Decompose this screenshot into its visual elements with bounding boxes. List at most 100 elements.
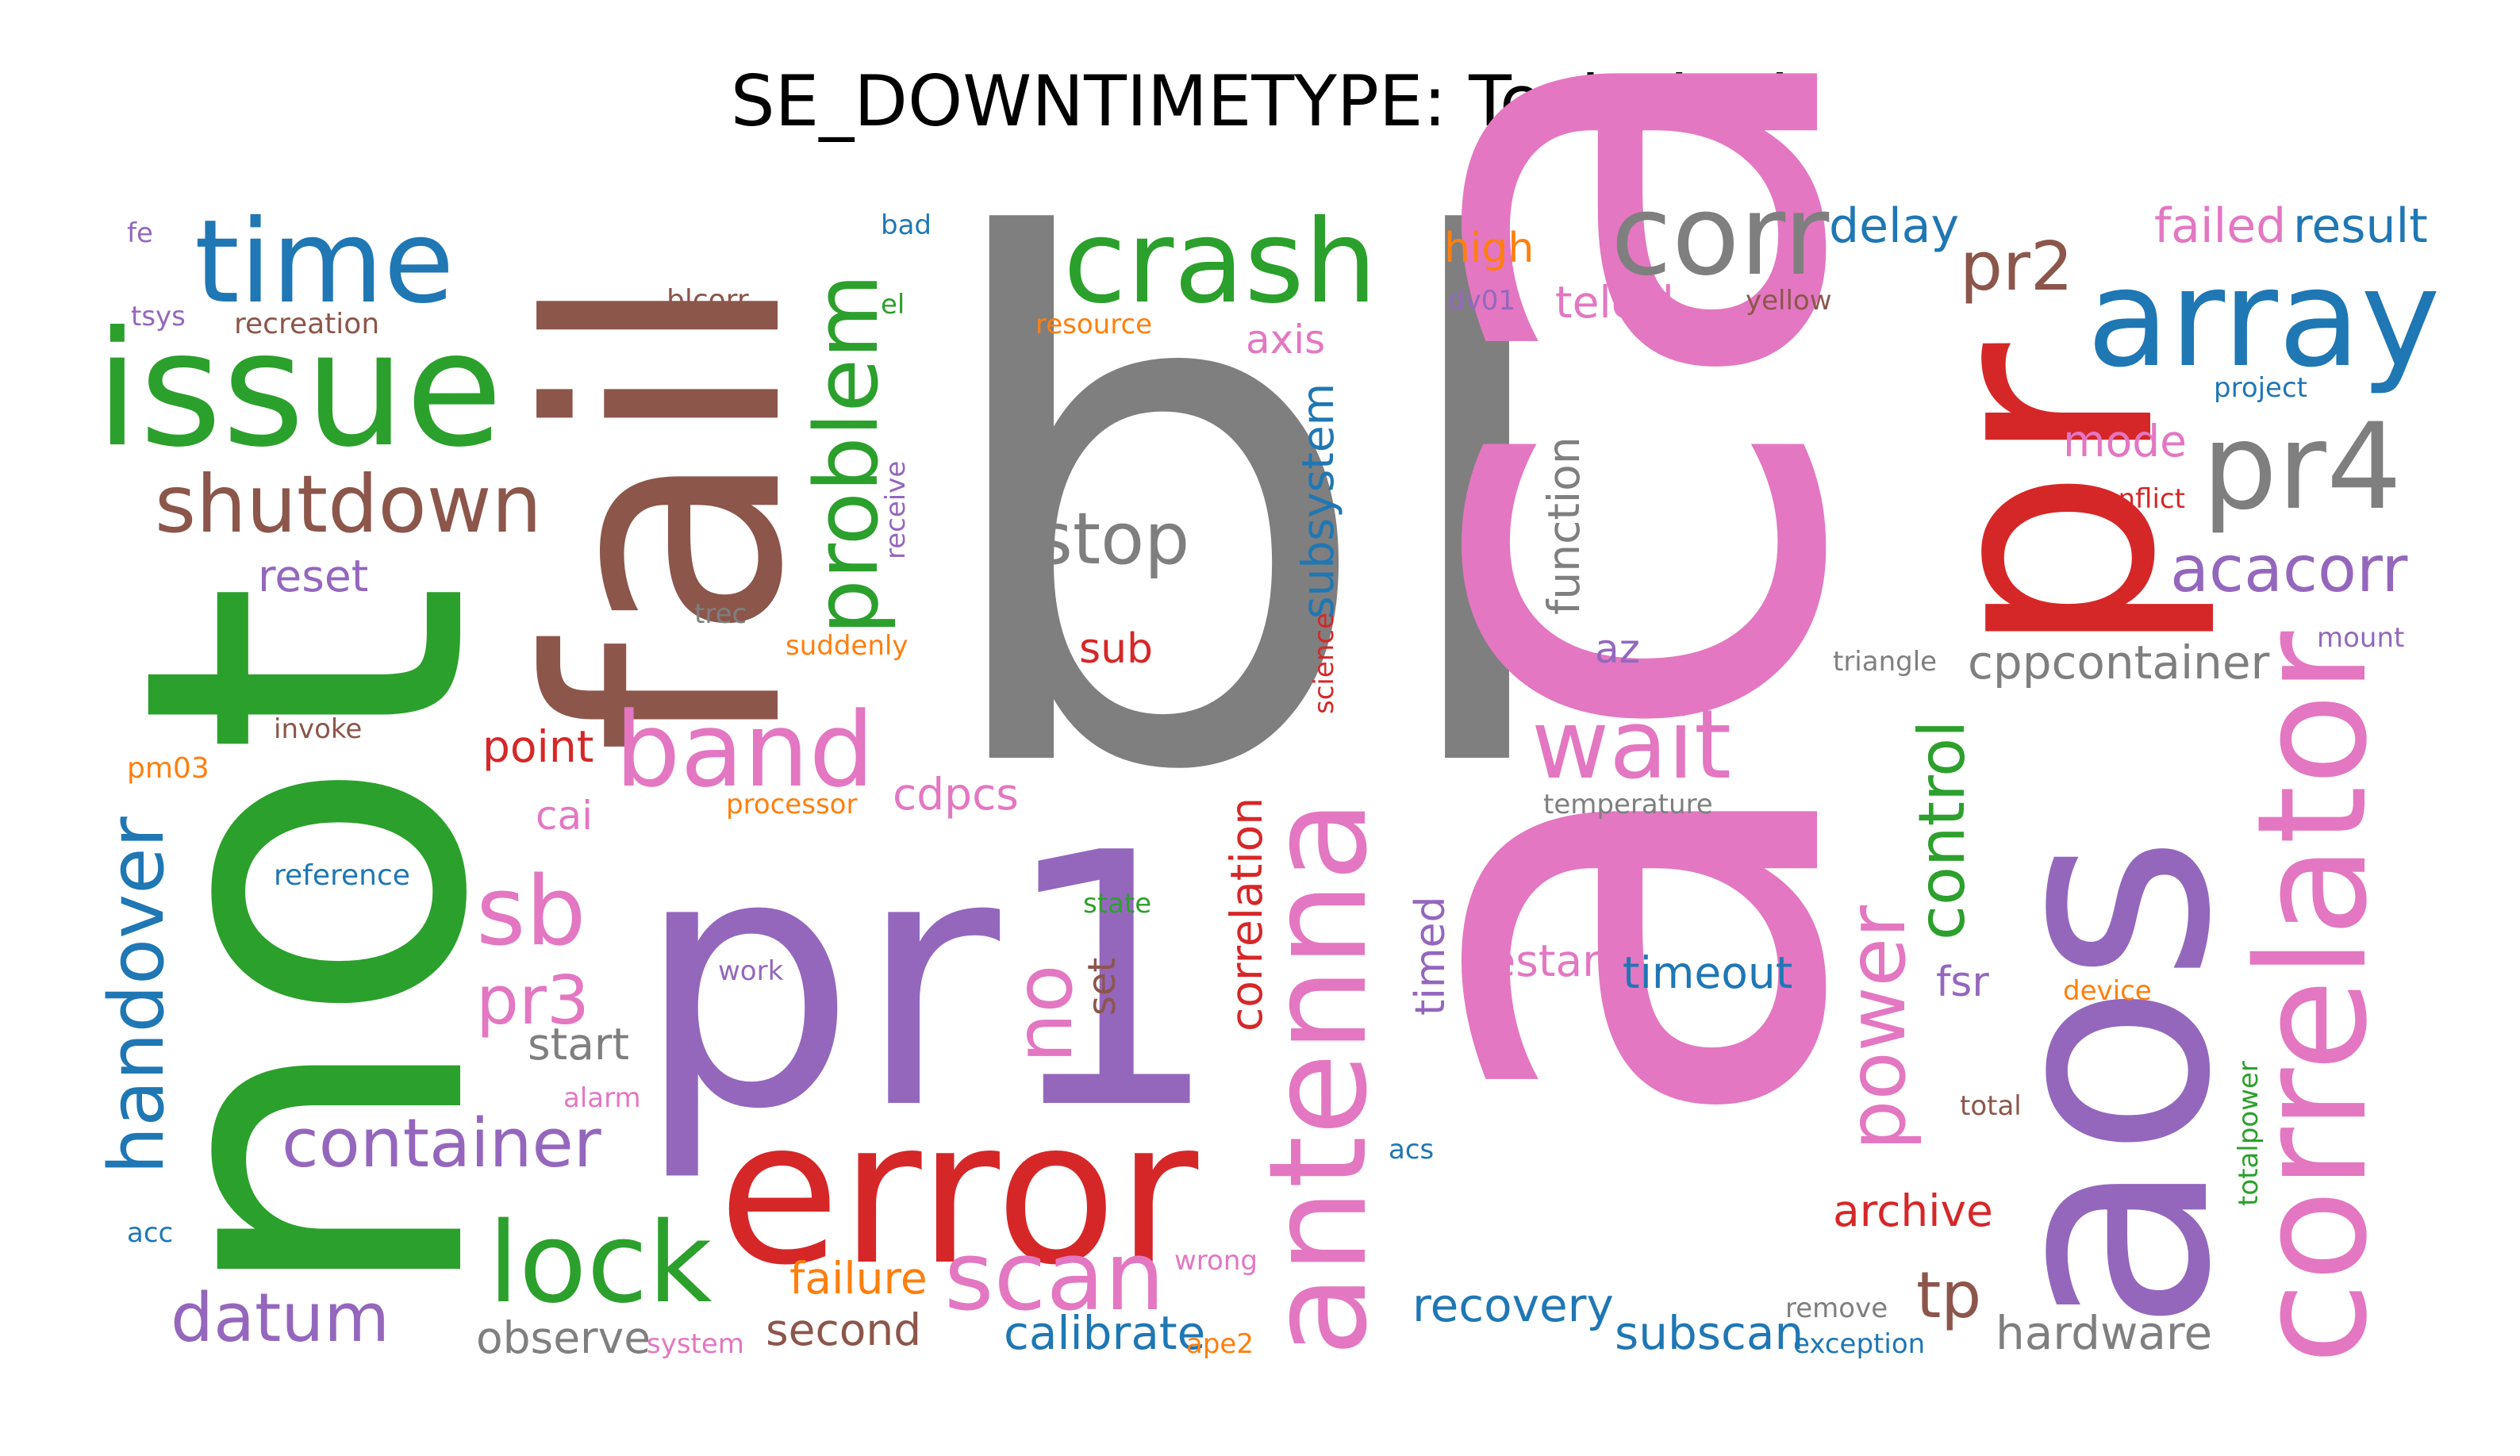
word-axis: axis: [1246, 317, 1325, 363]
word-start: start: [528, 1019, 629, 1070]
word-point: point: [482, 721, 594, 772]
word-receive: receive: [880, 461, 912, 559]
word-fsr: fsr: [1936, 959, 1989, 1006]
word-state: state: [1083, 888, 1151, 920]
chart-title: SE_DOWNTIMETYPE: Technical: [730, 60, 1790, 142]
word-device: device: [2063, 975, 2152, 1007]
word-subsystem: subsystem: [1293, 383, 1343, 619]
word-archive: archive: [1833, 1185, 1993, 1236]
word-correlator: correlator: [2225, 631, 2400, 1365]
word-wait: wait: [1531, 690, 1731, 801]
word-invoke: invoke: [274, 713, 362, 745]
word-handover: handover: [94, 816, 181, 1174]
word-acs: acs: [1389, 1134, 1434, 1166]
word-system: system: [647, 1328, 744, 1360]
word-aos: aos: [1941, 835, 2273, 1333]
word-datum: datum: [171, 1279, 390, 1358]
word-crash: crash: [1063, 195, 1377, 329]
word-suddenly: suddenly: [786, 630, 908, 662]
word-set: set: [1080, 958, 1124, 1016]
word-timed: timed: [1407, 897, 1454, 1016]
word-error: error: [718, 1078, 1198, 1308]
word-science: science: [1308, 613, 1340, 714]
word-problem: problem: [796, 274, 897, 635]
word-ape2: ape2: [1186, 1328, 1254, 1360]
word-issue: issue: [95, 298, 503, 482]
word-remove: remove: [1785, 1293, 1888, 1324]
word-stop: stop: [1035, 497, 1189, 581]
word-delay: delay: [1829, 198, 1959, 254]
word-band: band: [615, 690, 874, 810]
word-power: power: [1830, 905, 1923, 1151]
word-array: array: [2087, 240, 2441, 398]
word-subscan: subscan: [1615, 1306, 1804, 1360]
word-bl: bl: [924, 96, 1576, 927]
word-pr2: pr2: [1960, 228, 2073, 306]
word-scan: scan: [944, 1222, 1165, 1332]
word-restart: restart: [1472, 935, 1617, 986]
word-container: container: [282, 1104, 601, 1183]
word-not: not: [48, 582, 566, 1309]
word-control: control: [1905, 720, 1979, 940]
word-tp: tp: [1916, 1258, 1981, 1332]
word-recreation: recreation: [234, 308, 379, 340]
word-failure: failure: [789, 1253, 928, 1304]
word-mount: mount: [2317, 622, 2404, 654]
word-alarm: alarm: [563, 1082, 641, 1114]
word-second: second: [766, 1304, 921, 1355]
word-reset: reset: [258, 551, 368, 601]
word-processor: processor: [726, 789, 857, 820]
word-totalpower: totalpower: [2233, 1061, 2265, 1206]
word-acc: acc: [127, 1217, 173, 1249]
word-dv01: dv01: [1448, 285, 1515, 317]
word-az: az: [1595, 626, 1640, 672]
word-work: work: [718, 955, 784, 987]
word-timeout: timeout: [1623, 947, 1792, 998]
word-triangle: triangle: [1833, 646, 1937, 678]
word-lock: lock: [488, 1199, 713, 1328]
word-el: el: [881, 289, 905, 321]
word-exception: exception: [1793, 1328, 1925, 1360]
word-pr3: pr3: [476, 962, 590, 1040]
word-aca: aca: [1227, 16, 1967, 1143]
word-result: result: [2293, 198, 2428, 254]
word-high: high: [1444, 225, 1534, 272]
word-cdpcs: cdpcs: [893, 769, 1019, 820]
word-sb: sb: [476, 857, 586, 967]
word-bad: bad: [881, 209, 932, 241]
word-cai: cai: [536, 793, 593, 839]
word-cppcontainer: cppcontainer: [1968, 636, 2269, 690]
word-pm03: pm03: [127, 752, 209, 785]
word-recovery: recovery: [1412, 1278, 1614, 1332]
word-hardware: hardware: [1996, 1306, 2212, 1360]
word-observe: observe: [476, 1312, 651, 1363]
word-time: time: [194, 195, 455, 329]
word-total: total: [1960, 1090, 2022, 1122]
word-yellow: yellow: [1746, 285, 1832, 317]
word-mode: mode: [2063, 416, 2187, 467]
word-tsys: tsys: [131, 301, 186, 332]
word-calibrate: calibrate: [1004, 1306, 1205, 1360]
word-shutdown: shutdown: [155, 458, 542, 551]
word-no: no: [997, 964, 1090, 1063]
word-failed: failed: [2154, 198, 2286, 254]
word-pr1: pr1: [635, 779, 1222, 1185]
word-telcal: telcal: [1555, 277, 1674, 328]
word-acacorr: acacorr: [2170, 532, 2407, 606]
word-reference: reference: [274, 859, 410, 892]
word-project: project: [2214, 372, 2307, 404]
word-trec: trec: [694, 598, 747, 630]
word-correlation: correlation: [1221, 797, 1272, 1031]
word-wrong: wrong: [1174, 1245, 1258, 1277]
word-conflict: conflict: [2087, 483, 2185, 515]
word-temperature: temperature: [1543, 789, 1713, 820]
word-fe: fe: [127, 217, 153, 249]
word-fail: fail: [484, 271, 853, 754]
word-antenna: antenna: [1240, 799, 1397, 1357]
word-resource: resource: [1035, 309, 1152, 340]
word-corr: corr: [1611, 171, 1830, 301]
word-pr: pr: [1870, 340, 2222, 659]
word-pr4: pr4: [2202, 398, 2402, 536]
word-blcorr: blcorr: [666, 284, 749, 317]
